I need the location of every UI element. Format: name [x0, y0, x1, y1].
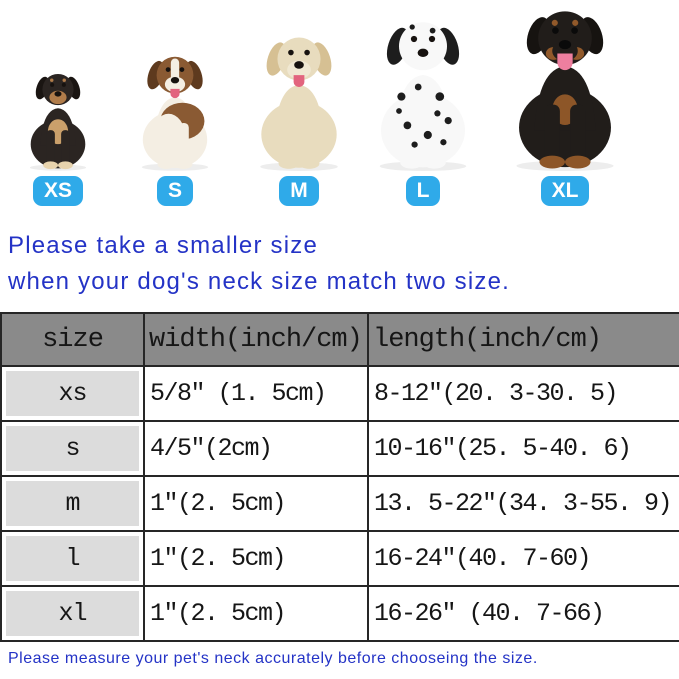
size-table-header-row: size width(inch/cm) length(inch/cm) [0, 312, 679, 367]
cell-size-xl: xl [0, 585, 145, 642]
table-row-l: l 1″(2. 5cm) 16-24″(40. 7-60) [0, 530, 679, 587]
cell-size-s: s [0, 420, 145, 477]
cell-size-m: m [0, 475, 145, 532]
size-table: size width(inch/cm) length(inch/cm) xs 5… [0, 312, 679, 642]
dalmatian-spots [396, 24, 452, 148]
dog-size-comparison: XS S [0, 0, 679, 208]
cell-length-m: 13. 5-22″(34. 3-55. 9) [367, 475, 679, 532]
s-beagle-dog-icon [141, 56, 209, 171]
cell-width-xs: 5/8″ (1. 5cm) [143, 365, 369, 422]
cell-size-xs: xs [0, 365, 145, 422]
table-row-m: m 1″(2. 5cm) 13. 5-22″(34. 3-55. 9) [0, 475, 679, 532]
l-dalmatian-dog-icon [379, 22, 467, 171]
size-badge-xl: XL [540, 176, 590, 206]
table-row-xl: xl 1″(2. 5cm) 16-26″ (40. 7-66) [0, 585, 679, 642]
cell-length-s: 10-16″(25. 5-40. 6) [367, 420, 679, 477]
cell-size-l: l [0, 530, 145, 587]
dog-column-xs: XS [10, 69, 106, 206]
dog-column-xl: XL [494, 5, 636, 206]
cell-width-xl: 1″(2. 5cm) [143, 585, 369, 642]
cell-width-l: 1″(2. 5cm) [143, 530, 369, 587]
cell-width-m: 1″(2. 5cm) [143, 475, 369, 532]
header-length: length(inch/cm) [367, 312, 679, 367]
size-badge-xs: XS [32, 176, 83, 206]
cell-width-s: 4/5″(2cm) [143, 420, 369, 477]
dog-column-l: L [370, 15, 476, 206]
measure-note: Please measure your pet's neck accuratel… [8, 650, 538, 667]
size-advice-line1: Please take a smaller size [8, 232, 318, 259]
xs-puppy-dog-icon [29, 73, 87, 171]
cell-length-l: 16-24″(40. 7-60) [367, 530, 679, 587]
size-advice-line2: when your dog's neck size match two size… [8, 268, 510, 295]
size-badge-s: S [156, 176, 193, 206]
table-row-s: s 4/5″(2cm) 10-16″(25. 5-40. 6) [0, 420, 679, 477]
dog-column-m: M [246, 31, 352, 206]
dog-column-s: S [126, 51, 224, 206]
xl-rottweiler-dog-icon [516, 11, 614, 171]
size-badge-l: L [405, 176, 441, 206]
size-advice-note: Please take a smaller size when your dog… [8, 228, 679, 300]
header-size: size [0, 312, 145, 367]
m-golden-retriever-icon [260, 37, 338, 171]
cell-length-xl: 16-26″ (40. 7-66) [367, 585, 679, 642]
cell-length-xs: 8-12″(20. 3-30. 5) [367, 365, 679, 422]
header-width: width(inch/cm) [143, 312, 369, 367]
size-badge-m: M [279, 176, 319, 206]
table-row-xs: xs 5/8″ (1. 5cm) 8-12″(20. 3-30. 5) [0, 365, 679, 422]
